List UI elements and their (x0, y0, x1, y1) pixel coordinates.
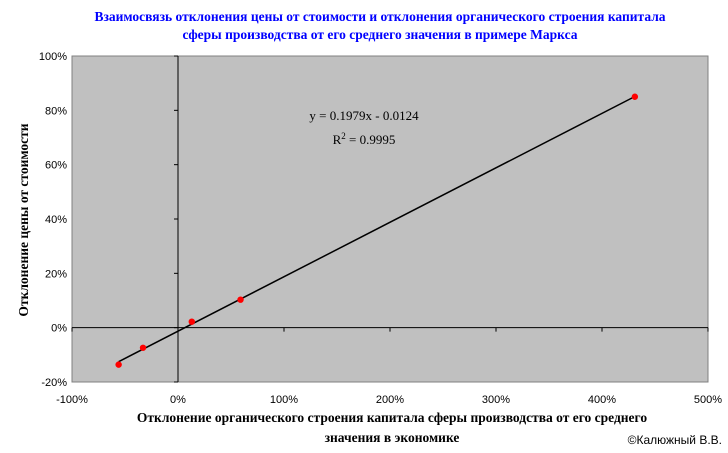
x-tick-label: 300% (482, 394, 510, 406)
x-tick-label: 100% (270, 394, 298, 406)
r-squared-sup: 2 (341, 131, 346, 141)
point (631, 93, 639, 100)
x-tick-label: -100% (56, 394, 88, 406)
r-squared-label: R (333, 132, 342, 147)
x-tick-label: 200% (376, 394, 404, 406)
x-tick-label: 400% (588, 394, 616, 406)
y-tick-label: -20% (41, 377, 67, 389)
y-tick-label: 20% (45, 268, 67, 280)
trendline-equation: y = 0.1979x - 0.0124 (309, 108, 419, 123)
y-tick-label: 80% (45, 105, 67, 117)
point (188, 318, 195, 325)
point (115, 361, 122, 368)
y-tick-label: 100% (39, 51, 67, 63)
r-squared: R2 = 0.9995 (333, 131, 396, 147)
r-squared-value: = 0.9995 (346, 132, 396, 147)
point (237, 296, 244, 303)
y-tick-label: 0% (51, 323, 67, 335)
y-tick-label: 60% (45, 160, 67, 172)
credit: ©Калюжный В.В. (628, 433, 722, 447)
x-axis-title: значения в экономике (325, 430, 460, 445)
trendline (118, 95, 636, 363)
y-tick-label: 40% (45, 214, 67, 226)
chart-title: сферы производства от его среднего значе… (183, 27, 578, 42)
plot-area (71, 55, 709, 383)
y-axis-title: Отклонение цены от стоимости (16, 123, 31, 316)
point (139, 344, 147, 351)
x-axis-title: Отклонение органического строения капита… (137, 410, 647, 425)
chart-title: Взаимосвязь отклонения цены от стоимости… (94, 9, 665, 24)
x-tick-label: 500% (694, 394, 722, 406)
x-tick-label: 0% (170, 394, 186, 406)
